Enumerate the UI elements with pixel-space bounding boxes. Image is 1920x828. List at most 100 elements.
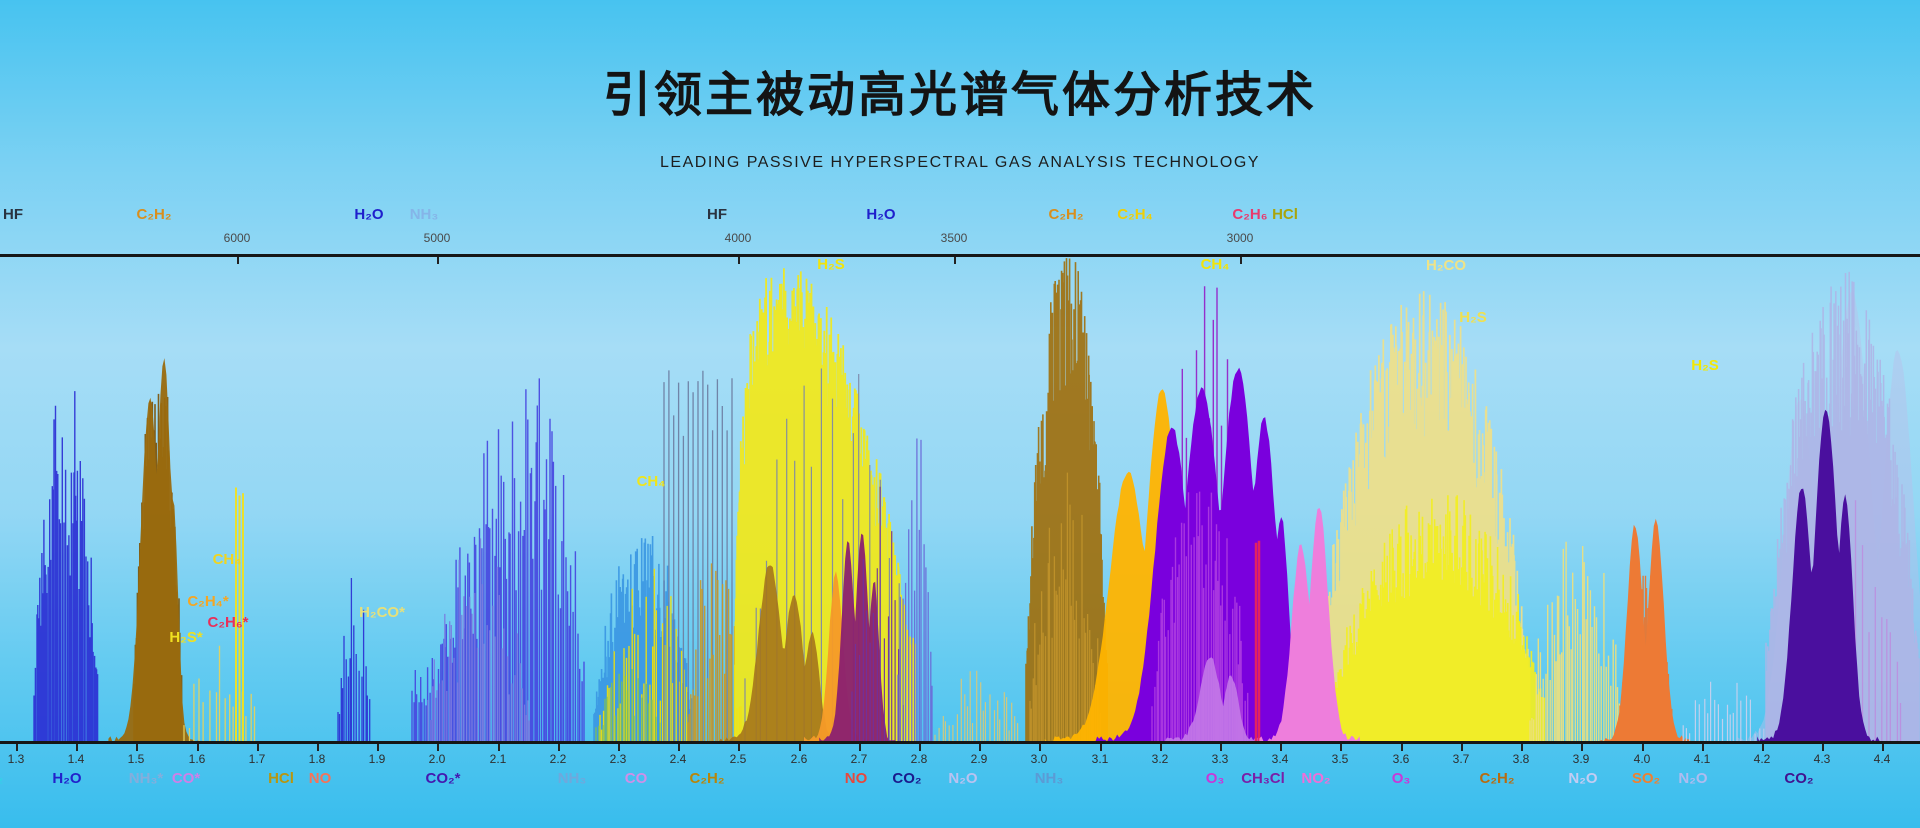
wavenumber-tick-label: 3500 <box>940 231 968 245</box>
gas-label-bottom: CH₃Cl <box>1241 770 1285 787</box>
wavelength-tick-label: 1.3 <box>7 752 25 766</box>
gas-label-top: C₂H₆ <box>1232 206 1268 223</box>
wavelength-tick-label: 2.6 <box>790 752 808 766</box>
band-crimson-stripe <box>1254 540 1261 742</box>
wavelength-tick-label: 2.9 <box>970 752 988 766</box>
wavelength-tick <box>1762 744 1764 751</box>
wavelength-tick-label: 3.1 <box>1091 752 1109 766</box>
gas-label-bottom: O₃ <box>1205 770 1225 787</box>
wavelength-tick <box>377 744 379 751</box>
wavelength-tick <box>197 744 199 751</box>
wavelength-tick-label: 2.4 <box>669 752 687 766</box>
wavelength-tick <box>738 744 740 751</box>
gas-label-bottom: SO₂ <box>1631 770 1661 787</box>
gas-label-bottom: N₂O <box>1568 770 1598 787</box>
wavelength-tick-label: 4.2 <box>1753 752 1771 766</box>
wavenumber-axis-line <box>0 254 1920 257</box>
wavelength-tick-label: 1.4 <box>67 752 85 766</box>
wavelength-tick <box>1642 744 1644 751</box>
gas-label-bottom: CO₂ <box>892 770 922 787</box>
gas-label-bottom: N₂O <box>1678 770 1708 787</box>
band-comb-2.3 <box>663 370 733 742</box>
wavenumber-tick-label: 4000 <box>724 231 752 245</box>
gas-label-top: H₂O <box>354 206 384 223</box>
gas-label-bottom: NH₃* <box>128 770 164 787</box>
gas-label-bottom: CO <box>624 770 648 787</box>
gas-label-top: NH₃ <box>409 206 439 223</box>
gas-label-inchart: CH₄ <box>212 551 242 568</box>
wavelength-tick-label: 3.9 <box>1572 752 1590 766</box>
wavelength-tick-label: 3.4 <box>1271 752 1289 766</box>
wavelength-tick <box>1280 744 1282 751</box>
gas-label-inchart: CH₄ <box>636 473 666 490</box>
wavelength-tick-label: 2.1 <box>489 752 507 766</box>
gas-label-top: H₂O <box>866 206 896 223</box>
page-title: 引领主被动高光谱气体分析技术 <box>602 69 1317 122</box>
wavelength-tick-label: 4.0 <box>1633 752 1651 766</box>
wavelength-tick <box>618 744 620 751</box>
wavelength-tick <box>1401 744 1403 751</box>
wavelength-tick-label: 1.8 <box>308 752 326 766</box>
gas-label-bottom: HCl <box>268 770 294 787</box>
gas-label-top: C₂H₂ <box>1048 206 1084 223</box>
gas-label-top: HCl <box>1272 206 1298 223</box>
gas-label-inchart: C₂H₄* <box>187 593 229 610</box>
gas-label-inchart: C₂H₆* <box>207 614 249 631</box>
gas-label-bottom: CO₂* <box>425 770 461 787</box>
wavelength-tick <box>437 744 439 751</box>
band-blue-2.0b <box>427 538 530 742</box>
gas-label-bottom: NH₃ <box>557 770 587 787</box>
wavelength-tick-label: 3.6 <box>1392 752 1410 766</box>
gas-label-bottom: NO₂ <box>1301 770 1331 787</box>
wavelength-tick <box>1581 744 1583 751</box>
band-orange-2.73 <box>804 571 868 743</box>
wavelength-tick-label: 3.8 <box>1512 752 1530 766</box>
gas-label-bottom: O₂ <box>0 770 3 787</box>
wavenumber-tick-label: 3000 <box>1226 231 1254 245</box>
wavelength-tick <box>76 744 78 751</box>
gas-label-bottom: CO₂ <box>1784 770 1814 787</box>
wavelength-tick-label: 3.0 <box>1030 752 1048 766</box>
gas-label-bottom: NO <box>844 770 868 787</box>
gas-label-bottom: N₂O <box>948 770 978 787</box>
gas-label-top: C₂H₄ <box>1117 206 1153 223</box>
wavelength-tick-label: 2.3 <box>609 752 627 766</box>
wavelength-tick-label: 2.7 <box>850 752 868 766</box>
gas-label-inchart: CH₄ <box>1200 256 1230 273</box>
wavelength-tick-label: 2.8 <box>910 752 928 766</box>
wavelength-tick-label: 1.5 <box>127 752 145 766</box>
gas-label-bottom: C₂H₂ <box>1479 770 1515 787</box>
gas-label-bottom: H₂O <box>52 770 82 787</box>
gas-label-inchart: H₂CO <box>1426 257 1466 274</box>
gas-label-bottom: NH₃ <box>1034 770 1064 787</box>
gas-label-bottom: CO* <box>171 770 201 787</box>
gas-label-top: C₂H₂ <box>136 206 172 223</box>
wavelength-tick <box>136 744 138 751</box>
wavelength-tick-label: 1.7 <box>248 752 266 766</box>
wavelength-tick <box>1039 744 1041 751</box>
band-quiet-3.0 <box>934 670 1019 742</box>
band-so2-domes <box>1599 518 1692 743</box>
gas-label-bottom: O₃ <box>1391 770 1411 787</box>
wavelength-tick-label: 4.3 <box>1813 752 1831 766</box>
wavelength-tick-label: 3.2 <box>1151 752 1169 766</box>
wavelength-tick <box>558 744 560 751</box>
band-indigo-blob <box>1757 409 1881 743</box>
gas-label-bottom: NO <box>308 770 332 787</box>
band-h2o-1.4 <box>33 391 99 742</box>
wavelength-tick-label: 2.0 <box>428 752 446 766</box>
band-spike-1.67 <box>235 487 244 742</box>
wavelength-tick-label: 1.6 <box>188 752 206 766</box>
wavelength-tick-label: 1.9 <box>368 752 386 766</box>
wavelength-tick <box>1702 744 1704 751</box>
wavelength-tick <box>1220 744 1222 751</box>
wavelength-tick <box>1882 744 1884 751</box>
wavenumber-tick <box>237 257 239 264</box>
wavelength-tick-label: 4.1 <box>1693 752 1711 766</box>
wavelength-tick-label: 2.2 <box>549 752 567 766</box>
wavelength-tick <box>1822 744 1824 751</box>
wavenumber-tick <box>738 257 740 264</box>
wavelength-tick-label: 3.7 <box>1452 752 1470 766</box>
